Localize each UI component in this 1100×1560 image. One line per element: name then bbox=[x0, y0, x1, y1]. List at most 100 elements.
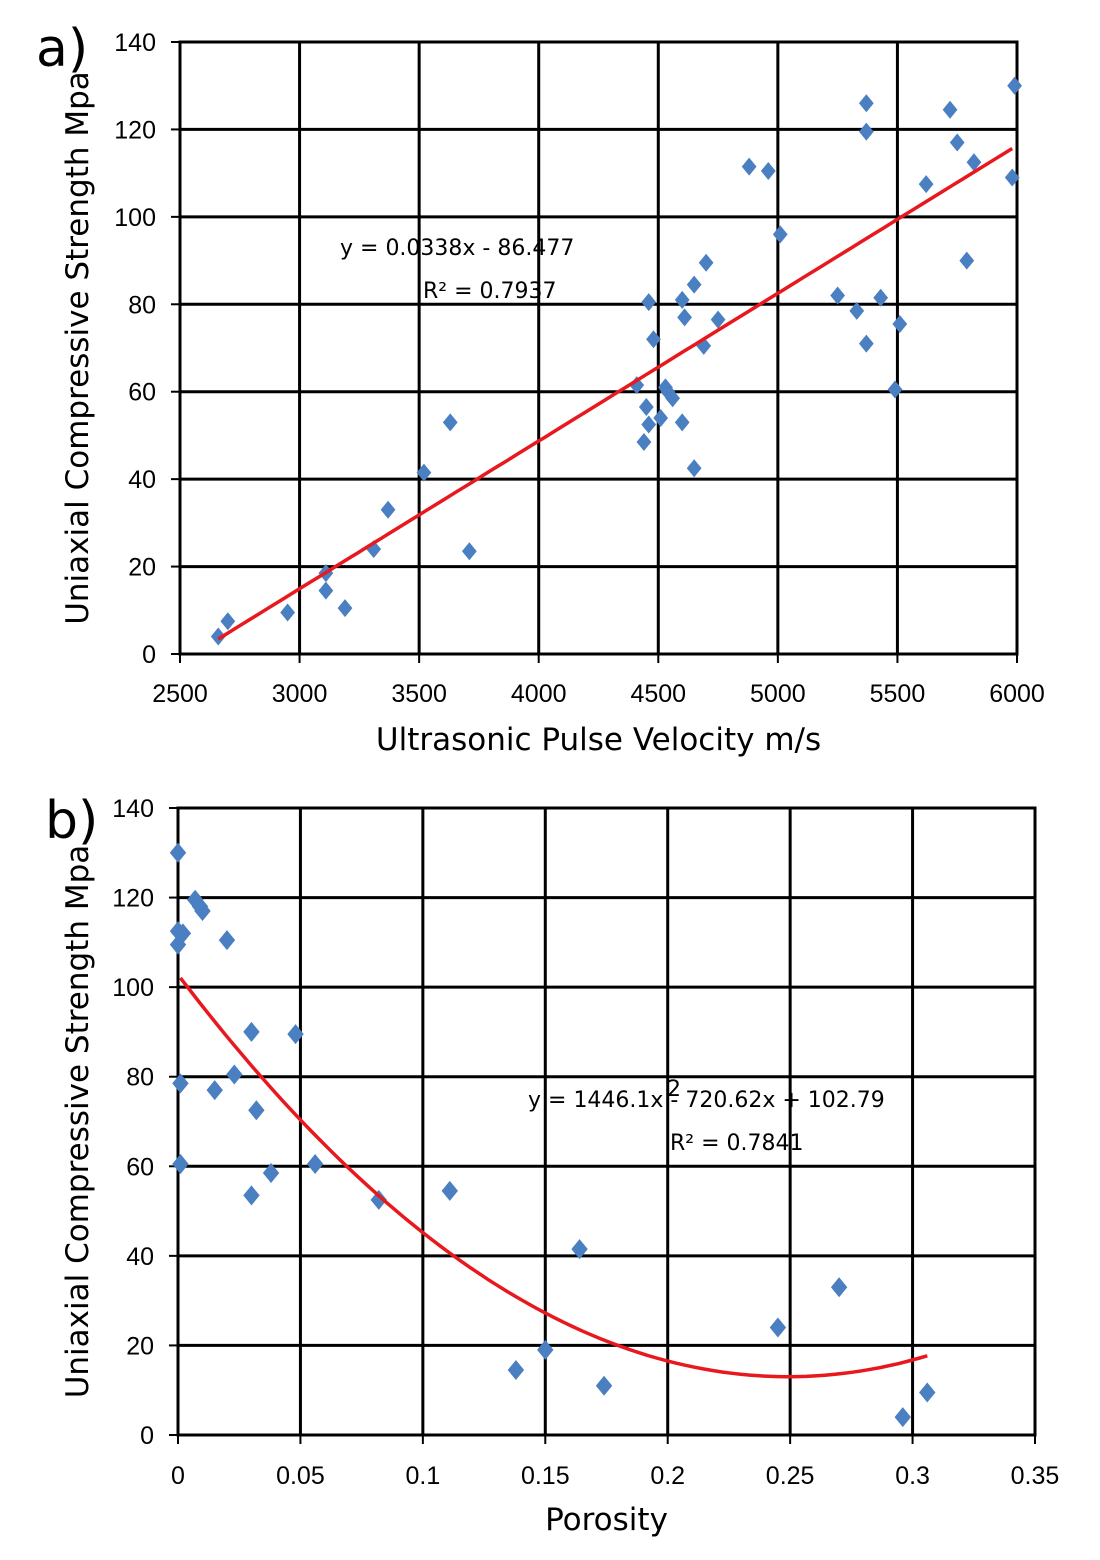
chart-a-data-point bbox=[942, 100, 958, 119]
chart-a-data-point bbox=[674, 290, 690, 309]
chart-a-data-point bbox=[849, 301, 865, 320]
chart-b-data-point bbox=[218, 930, 236, 951]
chart-b-data-point bbox=[287, 1024, 304, 1045]
chart-b-y-axis-label: Uniaxial Compressive Strength Mpa bbox=[60, 845, 96, 1399]
chart-a-data-point bbox=[760, 161, 776, 180]
chart-a-ytick-label: 80 bbox=[128, 291, 156, 319]
chart-a-data-point bbox=[892, 314, 908, 333]
chart-b-data-point bbox=[169, 934, 187, 955]
chart-a-data-point bbox=[741, 157, 757, 176]
chart-a-xtick-label: 6000 bbox=[989, 680, 1045, 708]
chart-a-data-point bbox=[318, 581, 334, 600]
chart-a-data-point bbox=[1004, 168, 1020, 187]
chart-b-data-point bbox=[894, 1407, 911, 1428]
chart-b-data-point bbox=[172, 1154, 189, 1175]
chart-a-xtick-label: 4500 bbox=[630, 680, 686, 708]
chart-a-data-point bbox=[858, 334, 874, 353]
chart-a-data-point bbox=[830, 286, 846, 305]
chart-a-y-axis-label: Uniaxial Compressive Strength Mpa bbox=[60, 71, 96, 625]
chart-a-xtick-label: 4000 bbox=[511, 680, 567, 708]
chart-a-data-point bbox=[220, 612, 236, 631]
chart-a-data-point bbox=[638, 398, 654, 417]
chart-b-ytick-label: 140 bbox=[112, 795, 154, 823]
chart-a-data-point bbox=[677, 308, 692, 327]
chart-a: 2500 3000 3500 4000 4500 5000 5500 6000 0 20 40 60 8… bbox=[36, 19, 1045, 758]
chart-a-xtick-label: 5500 bbox=[870, 680, 926, 708]
chart-b-ytick-label: 120 bbox=[112, 885, 154, 913]
chart-b-data-point bbox=[919, 1382, 936, 1403]
chart-b-data-point bbox=[507, 1360, 525, 1381]
chart-b-data-point bbox=[226, 1064, 243, 1085]
chart-a-data-point bbox=[641, 415, 657, 434]
chart-a-xtick-label: 5000 bbox=[750, 680, 806, 708]
chart-a-trendline bbox=[217, 147, 1014, 641]
chart-a-data-point bbox=[710, 310, 726, 329]
chart-a-ytick-label: 0 bbox=[142, 641, 156, 669]
chart-a-data-point bbox=[918, 175, 934, 194]
chart-a-data-point bbox=[653, 408, 669, 427]
chart-a-data-point bbox=[337, 599, 353, 618]
chart-b-ytick-label: 40 bbox=[126, 1243, 154, 1271]
chart-a-ytick-label: 60 bbox=[128, 379, 156, 407]
chart-b-data-point bbox=[306, 1154, 324, 1175]
chart-a-data-point bbox=[646, 330, 661, 349]
chart-a-data-point bbox=[686, 275, 702, 294]
chart-a-data-point bbox=[858, 122, 874, 141]
chart-b-r-squared: R² = 0.7841 bbox=[670, 1131, 804, 1156]
chart-b-ytick-label: 100 bbox=[112, 974, 154, 1002]
chart-a-data-point bbox=[380, 500, 396, 519]
chart-a-xtick-label: 3500 bbox=[391, 680, 447, 708]
chart-b-data-point bbox=[243, 1185, 260, 1206]
chart-a-data-point bbox=[280, 603, 295, 622]
chart-b-trendline bbox=[179, 976, 928, 1379]
chart-a-panel-label: a) bbox=[36, 19, 88, 79]
chart-b-x-axis-label: Porosity bbox=[545, 1502, 668, 1538]
chart-a-data-point bbox=[1007, 76, 1022, 95]
chart-a-data-point bbox=[442, 413, 458, 432]
chart-b-ytick-label: 20 bbox=[126, 1332, 154, 1360]
chart-a-data-point bbox=[858, 94, 874, 113]
chart-a-data-point bbox=[636, 432, 652, 451]
chart-a-data-point bbox=[966, 153, 982, 172]
chart-b-data-point bbox=[169, 842, 187, 863]
chart-a-plot-frame bbox=[178, 40, 1019, 656]
chart-b-ytick-label: 0 bbox=[140, 1422, 154, 1450]
chart-a-data-point bbox=[674, 413, 690, 432]
chart-a-data-point bbox=[665, 389, 681, 408]
chart-b-data-point bbox=[571, 1239, 588, 1260]
chart-b-panel-label: b) bbox=[45, 791, 98, 851]
chart-b-data-point bbox=[830, 1277, 848, 1298]
chart-a-equation: y = 0.0338x - 86.477 bbox=[340, 236, 574, 261]
chart-a-data-point bbox=[698, 253, 714, 272]
chart-b-xtick-label: 0.2 bbox=[650, 1462, 685, 1490]
chart-b: 0 0.05 0.1 0.15 0.2 0.25 0.3 0.35 0 20 40 60 80 100 12… bbox=[45, 791, 1059, 1538]
chart-b-data-point bbox=[262, 1163, 280, 1184]
chart-a-data-point bbox=[772, 225, 788, 244]
chart-a-x-axis-label: Ultrasonic Pulse Velocity m/s bbox=[376, 722, 821, 758]
chart-a-data-point bbox=[686, 459, 702, 478]
chart-b-data-point bbox=[248, 1100, 265, 1121]
chart-a-data-point bbox=[873, 288, 889, 307]
chart-a-data-point bbox=[461, 542, 477, 561]
chart-b-ytick-label: 80 bbox=[126, 1064, 154, 1092]
chart-b-xtick-label: 0.3 bbox=[895, 1462, 930, 1490]
chart-b-plot-frame bbox=[176, 806, 1037, 1437]
chart-b-data-point bbox=[769, 1317, 787, 1338]
chart-a-data-point bbox=[949, 133, 965, 152]
chart-a-data-point bbox=[629, 376, 645, 395]
chart-b-xtick-label: 0.05 bbox=[276, 1462, 325, 1490]
chart-a-ytick-label: 40 bbox=[128, 466, 156, 494]
chart-b-xtick-label: 0.35 bbox=[1011, 1462, 1060, 1490]
chart-a-data-point bbox=[210, 627, 226, 646]
chart-b-xtick-label: 0.25 bbox=[766, 1462, 815, 1490]
chart-a-xtick-label: 3000 bbox=[272, 680, 328, 708]
chart-b-data-point bbox=[370, 1189, 387, 1210]
chart-b-xtick-label: 0.15 bbox=[521, 1462, 570, 1490]
chart-b-xtick-label: 0 bbox=[171, 1462, 185, 1490]
chart-a-ytick-label: 120 bbox=[114, 116, 156, 144]
chart-a-r-squared: R² = 0.7937 bbox=[423, 279, 557, 304]
chart-b-ytick-label: 60 bbox=[126, 1153, 154, 1181]
chart-b-data-point bbox=[174, 923, 192, 944]
chart-a-xtick-label: 2500 bbox=[152, 680, 208, 708]
